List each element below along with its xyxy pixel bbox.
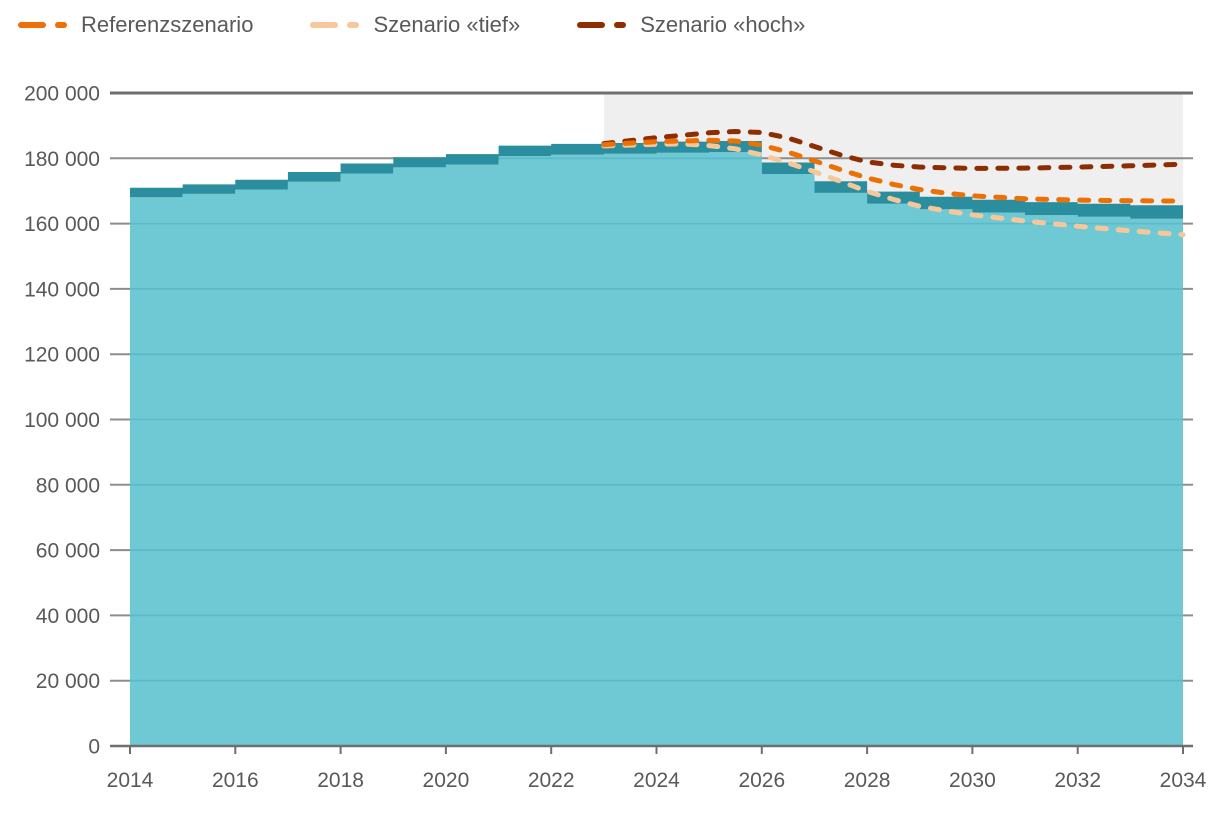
legend-swatch-szenario-hoch-dash-icon [577,22,627,28]
x-tick-label-2028: 2028 [844,769,891,792]
y-tick-label-200000: 200 000 [24,83,100,106]
legend-item-szenario-tief: Szenario «tief» [310,14,520,36]
legend-item-szenario-hoch: Szenario «hoch» [577,14,805,36]
legend-swatch-referenzszenario-dash-icon [18,22,67,28]
legend-label-szenario-hoch: Szenario «hoch» [640,12,806,37]
y-tick-label-40000: 40 000 [36,605,100,628]
x-tick-label-2022: 2022 [528,769,575,792]
x-tick-label-2026: 2026 [738,769,785,792]
scenario-line-referenzszenario [601,137,1186,204]
x-tick-label-2020: 2020 [423,769,470,792]
legend-swatch-szenario-tief-dash-icon [310,22,360,28]
x-tick-label-2034: 2034 [1160,769,1207,792]
observed-area-dark-band [130,141,1183,219]
y-tick-labels: 0 20 000 40 000 60 000 80 000 100 000 120 000 1… [24,83,100,759]
x-tick-label-2016: 2016 [212,769,259,792]
observed-area-light [130,152,1183,747]
x-tick-labels: 2014 2016 2018 2020 2022 2024 2026 2028 2030 2032… [107,769,1207,792]
x-tick-label-2032: 2032 [1054,769,1101,792]
x-tick-label-2018: 2018 [317,769,364,792]
y-tick-label-160000: 160 000 [24,213,100,236]
y-tick-label-80000: 80 000 [36,474,100,497]
legend-label-referenzszenario: Referenzszenario [81,12,254,37]
legend-item-referenzszenario: Referenzszenario [18,14,253,36]
y-tick-label-120000: 120 000 [24,344,100,367]
x-tick-label-2024: 2024 [633,769,680,792]
x-tick-label-2030: 2030 [949,769,996,792]
scenario-line-szenario--hoch- [601,129,1186,171]
y-tick-label-60000: 60 000 [36,540,100,563]
y-tick-label-20000: 20 000 [36,670,100,693]
chart-legend: Referenzszenario Szenario «tief» Szenari… [18,14,805,36]
y-tick-label-0: 0 [88,736,100,759]
x-axis [110,744,1193,754]
legend-label-szenario-tief: Szenario «tief» [373,12,521,37]
y-tick-label-100000: 100 000 [24,409,100,432]
y-tick-label-180000: 180 000 [24,148,100,171]
y-tick-label-140000: 140 000 [24,278,100,301]
x-tick-label-2014: 2014 [107,769,154,792]
scenario-line-szenario--tief- [601,141,1186,238]
